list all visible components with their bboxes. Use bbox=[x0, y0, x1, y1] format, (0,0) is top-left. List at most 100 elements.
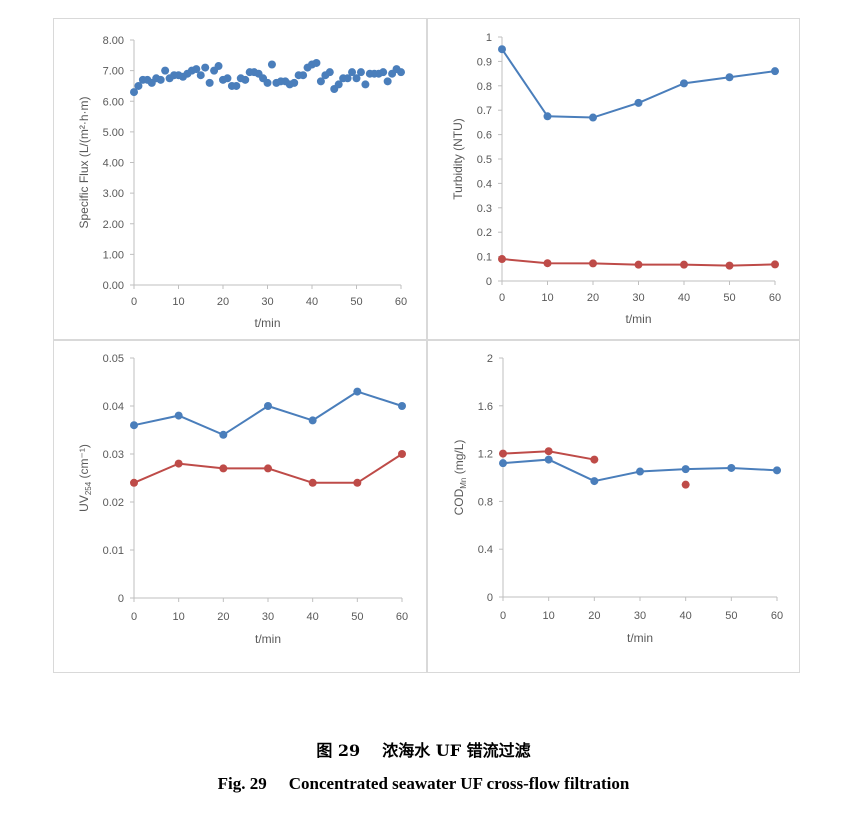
y-tick-label: 2.00 bbox=[103, 219, 124, 231]
x-tick-label: 10 bbox=[541, 292, 553, 304]
series-1-point bbox=[308, 416, 317, 425]
series-2-point bbox=[219, 464, 228, 473]
series-2-point bbox=[130, 478, 138, 487]
x-tick-label: 10 bbox=[543, 610, 555, 622]
series-1-point bbox=[634, 98, 643, 107]
series-1-point bbox=[205, 78, 214, 87]
x-tick-label: 0 bbox=[500, 610, 506, 622]
series-2-point bbox=[725, 261, 734, 270]
y-axis-label: UV254 (cm⁻¹) bbox=[77, 444, 93, 512]
x-tick-label: 20 bbox=[588, 610, 600, 622]
series-1-point bbox=[264, 402, 272, 410]
y-tick-label: 1 bbox=[486, 32, 492, 44]
x-tick-label: 60 bbox=[395, 296, 407, 308]
series-1-point bbox=[352, 74, 361, 83]
x-tick-label: 0 bbox=[499, 292, 505, 304]
x-tick-label: 30 bbox=[634, 610, 646, 622]
series-2-point bbox=[174, 459, 183, 468]
y-tick-label: 0.1 bbox=[477, 252, 492, 264]
series-1-point bbox=[130, 88, 138, 97]
series-1-point bbox=[156, 75, 165, 84]
series-1-point bbox=[636, 467, 644, 476]
y-tick-label: 0 bbox=[118, 593, 124, 605]
x-axis-label: t/min bbox=[255, 632, 281, 646]
y-tick-label: 0.6 bbox=[477, 130, 492, 142]
series-2-point bbox=[398, 450, 406, 458]
y-tick-label: 0.03 bbox=[103, 449, 124, 461]
x-tick-label: 20 bbox=[217, 611, 229, 623]
series-1-point bbox=[499, 459, 507, 468]
series-1-line bbox=[133, 390, 403, 436]
y-tick-label: 0 bbox=[486, 276, 492, 288]
series-1-point bbox=[397, 68, 405, 77]
caption-cn-number: 图 29 bbox=[316, 741, 361, 760]
series-1-point bbox=[543, 112, 552, 121]
x-tick-label: 50 bbox=[723, 292, 735, 304]
x-tick-label: 30 bbox=[261, 296, 273, 308]
series-2-point bbox=[681, 480, 690, 489]
y-tick-label: 0.05 bbox=[103, 353, 124, 365]
series-1-point bbox=[343, 74, 352, 83]
series-1-point bbox=[316, 77, 325, 86]
x-tick-label: 50 bbox=[350, 296, 362, 308]
y-tick-label: 6.00 bbox=[103, 96, 124, 108]
series-1-point bbox=[214, 62, 223, 71]
x-tick-label: 40 bbox=[678, 292, 690, 304]
series-1-point bbox=[325, 68, 334, 77]
y-tick-label: 0.4 bbox=[477, 178, 492, 190]
series-1-point bbox=[334, 80, 343, 89]
series-1-point bbox=[498, 45, 506, 54]
chart-panel-turbidity bbox=[427, 18, 800, 340]
series-1-point bbox=[196, 71, 205, 80]
y-tick-label: 0.8 bbox=[477, 81, 492, 93]
series-1-point bbox=[356, 68, 365, 77]
caption-en-title: Concentrated seawater UF cross-flow filt… bbox=[288, 774, 630, 793]
series-2-point bbox=[543, 259, 552, 268]
series-1-point bbox=[201, 63, 210, 72]
charts-svg: 0.001.002.003.004.005.006.007.008.000 10 2… bbox=[77, 32, 783, 646]
y-tick-label: 0 bbox=[487, 592, 493, 604]
y-tick-label: 1.6 bbox=[478, 401, 493, 413]
y-axis-label: CODMn (mg/L) bbox=[452, 440, 468, 516]
x-axis-label: t/min bbox=[254, 316, 280, 330]
x-tick-label: 10 bbox=[173, 611, 185, 623]
x-tick-label: 0 bbox=[131, 611, 137, 623]
series-2-point bbox=[498, 255, 506, 264]
x-tick-label: 50 bbox=[351, 611, 363, 623]
chart-panel-uv254 bbox=[53, 340, 427, 673]
series-2-point bbox=[590, 455, 599, 464]
caption-en-number: Fig. 29 bbox=[217, 774, 267, 793]
x-tick-label: 0 bbox=[131, 296, 137, 308]
series-2-point bbox=[264, 464, 272, 473]
y-tick-label: 0.3 bbox=[477, 203, 492, 215]
x-tick-label: 60 bbox=[771, 610, 783, 622]
series-1-point bbox=[361, 80, 370, 89]
series-1-point bbox=[771, 67, 779, 76]
x-tick-label: 40 bbox=[307, 611, 319, 623]
x-tick-label: 60 bbox=[769, 292, 781, 304]
y-tick-label: 2 bbox=[487, 353, 493, 365]
series-1-point bbox=[161, 66, 170, 75]
x-tick-label: 40 bbox=[680, 610, 692, 622]
series-1-point bbox=[383, 77, 392, 86]
series-2-point bbox=[544, 447, 553, 456]
x-tick-label: 40 bbox=[306, 296, 318, 308]
x-tick-label: 20 bbox=[587, 292, 599, 304]
series-2-point bbox=[353, 478, 362, 487]
y-tick-label: 0.4 bbox=[478, 544, 493, 556]
caption-cn-title: 浓海水 UF 错流过滤 bbox=[382, 741, 531, 760]
series-1-point bbox=[727, 463, 736, 472]
y-tick-label: 3.00 bbox=[103, 188, 124, 200]
series-1-point bbox=[312, 58, 321, 67]
series-1-point bbox=[725, 73, 734, 82]
x-tick-label: 30 bbox=[262, 611, 274, 623]
series-1-point bbox=[134, 81, 143, 90]
y-tick-label: 0.2 bbox=[477, 227, 492, 239]
series-1-point bbox=[232, 81, 241, 90]
series-1-point bbox=[379, 68, 388, 77]
y-tick-label: 0.9 bbox=[477, 56, 492, 68]
y-tick-label: 0.04 bbox=[103, 401, 124, 413]
x-tick-label: 20 bbox=[217, 296, 229, 308]
series-1-point bbox=[130, 421, 138, 430]
series-2-point bbox=[589, 259, 597, 268]
